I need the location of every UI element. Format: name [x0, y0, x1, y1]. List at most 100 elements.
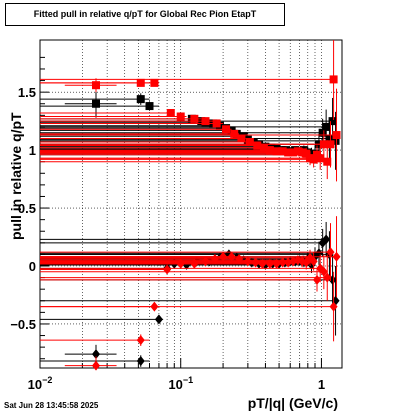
diamond-point — [40, 254, 328, 290]
square-marker — [322, 122, 331, 131]
square-marker — [222, 125, 231, 134]
diamond-point — [40, 355, 150, 367]
square-point — [40, 121, 335, 168]
diamond-marker — [319, 266, 328, 277]
square-point — [64, 78, 117, 93]
diamond-point — [40, 252, 318, 271]
square-marker — [91, 99, 100, 108]
diamond-marker — [332, 251, 341, 262]
square-point — [40, 117, 214, 126]
square-marker — [253, 141, 262, 150]
y-tick-label: 1.5 — [18, 85, 36, 100]
x-tick-exponent: −1 — [183, 375, 193, 385]
square-point — [40, 40, 338, 120]
square-marker — [309, 155, 318, 164]
square-marker — [318, 128, 327, 137]
square-point — [40, 119, 224, 128]
square-marker — [302, 149, 311, 158]
x-tick-label: 1 — [318, 377, 325, 392]
square-marker — [230, 129, 239, 138]
diamond-point — [40, 266, 340, 336]
x-tick-exponent: −2 — [42, 375, 52, 385]
square-marker — [316, 154, 325, 163]
square-marker — [136, 95, 145, 104]
diamond-marker — [309, 256, 318, 267]
square-marker — [298, 148, 307, 157]
square-marker — [326, 140, 335, 149]
diamond-marker — [322, 234, 331, 245]
x-axis-label: pT/|q| (GeV/c) — [247, 395, 338, 411]
square-point — [40, 134, 246, 143]
plot-border — [39, 39, 343, 369]
diamond-point — [40, 241, 323, 265]
square-marker — [325, 134, 334, 143]
square-marker — [293, 147, 302, 156]
y-tick-label: 1 — [29, 143, 36, 158]
square-marker — [328, 117, 337, 126]
x-tick-base: 1 — [318, 377, 325, 392]
x-tick-base: 10 — [28, 377, 42, 392]
square-point — [40, 109, 331, 145]
square-marker — [245, 137, 254, 146]
square-marker — [323, 157, 332, 166]
square-point — [40, 146, 325, 170]
square-point — [40, 144, 332, 180]
x-tick-base: 10 — [168, 377, 182, 392]
square-point — [40, 125, 232, 134]
square-point — [40, 111, 340, 170]
x-tick-label: 10−2 — [28, 375, 53, 392]
square-marker — [91, 81, 100, 90]
diamond-marker — [91, 360, 100, 371]
square-point — [40, 118, 214, 127]
diamond-point — [40, 223, 335, 282]
axis-ticks: −0.500.511.510−2 10−1 1 — [10, 56, 325, 392]
diamond-point — [40, 334, 150, 346]
diamond-marker — [136, 335, 145, 346]
diamond-marker — [91, 349, 100, 360]
square-marker — [237, 134, 246, 143]
square-marker — [176, 112, 185, 121]
square-point — [40, 137, 254, 146]
data-marks — [40, 40, 341, 371]
diamond-point — [64, 356, 117, 371]
square-point — [40, 112, 187, 121]
diamond-marker — [136, 356, 145, 367]
square-marker — [190, 114, 199, 123]
x-tick-label: 10−1 — [168, 375, 193, 392]
y-tick-label: 0 — [29, 259, 36, 274]
plot-frame — [39, 39, 343, 369]
diamond-point — [40, 255, 311, 270]
diamond-point — [40, 314, 164, 325]
diamond-marker — [323, 272, 332, 283]
square-marker — [259, 143, 268, 152]
diamond-point — [40, 216, 341, 298]
square-point — [40, 143, 268, 152]
square-marker — [201, 117, 210, 126]
square-point — [40, 101, 159, 111]
diamond-point — [40, 271, 338, 342]
y-tick-label: 0.5 — [18, 201, 36, 216]
square-point — [40, 109, 175, 118]
timestamp: Sat Jun 28 13:45:58 2025 — [4, 401, 99, 410]
square-point — [40, 78, 159, 87]
diamond-point — [40, 231, 334, 278]
square-marker — [150, 78, 159, 87]
square-marker — [329, 75, 338, 84]
diamond-marker — [314, 248, 323, 259]
square-marker — [145, 102, 154, 111]
diamond-marker — [326, 247, 335, 258]
square-marker — [166, 109, 175, 118]
diamond-point — [40, 221, 331, 257]
square-point — [40, 114, 202, 123]
square-marker — [331, 136, 340, 145]
diamond-marker — [154, 314, 163, 325]
square-marker — [212, 119, 221, 128]
square-marker — [265, 146, 274, 155]
y-tick-label: −0.5 — [10, 317, 36, 332]
grid — [39, 40, 342, 368]
y-axis-label: pull in relative q/pT — [8, 112, 24, 240]
diamond-point — [40, 254, 332, 301]
square-point — [40, 88, 341, 182]
square-point — [40, 147, 307, 158]
